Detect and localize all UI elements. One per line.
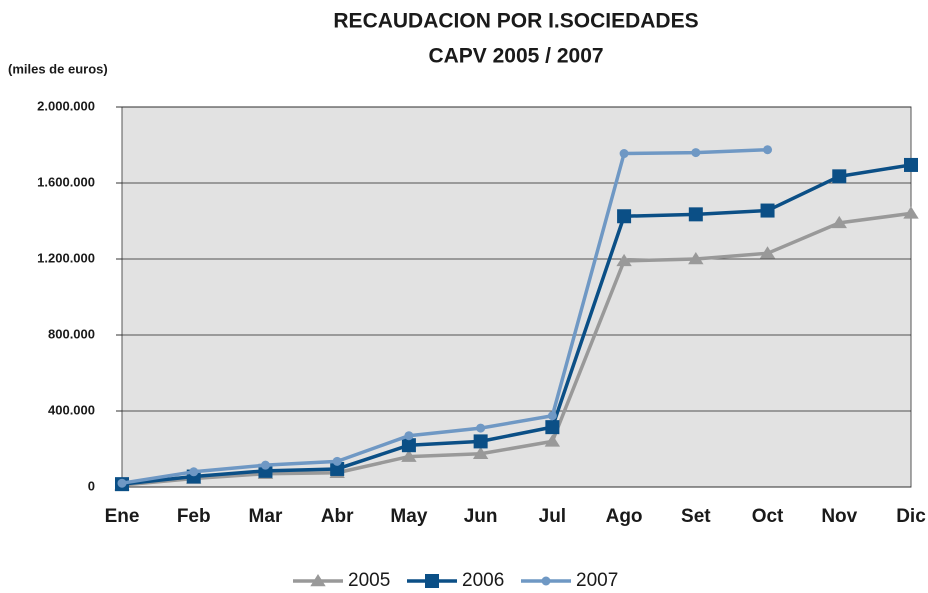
legend-label: 2007 <box>576 570 618 591</box>
data-point <box>763 145 773 155</box>
data-point <box>619 149 629 159</box>
data-point <box>476 423 486 433</box>
series-line <box>121 148 768 485</box>
y-tick-label: 1.600.000 <box>37 174 95 189</box>
data-point <box>759 246 776 259</box>
data-point <box>330 461 345 476</box>
data-point <box>472 446 489 459</box>
x-tick-label: Jun <box>464 506 498 527</box>
data-point <box>903 206 919 219</box>
legend-item: 2007 <box>521 570 618 591</box>
x-tick-label: Feb <box>177 506 211 527</box>
x-tick-label: May <box>390 506 427 527</box>
legend-item: 2005 <box>293 570 390 591</box>
data-point <box>547 411 557 421</box>
data-point <box>831 215 847 229</box>
data-point <box>760 203 775 218</box>
y-tick-label: 800.000 <box>48 326 95 341</box>
data-point <box>832 169 847 184</box>
x-tick-label: Nov <box>821 506 857 527</box>
plot-area <box>121 106 912 488</box>
x-tick-label: Mar <box>249 506 283 527</box>
data-point <box>617 209 632 224</box>
data-point <box>688 207 703 222</box>
data-point <box>332 456 342 466</box>
y-tick-label: 400.000 <box>48 402 95 417</box>
data-point <box>616 253 632 267</box>
x-tick-label: Jul <box>539 506 566 527</box>
y-tick-label: 1.200.000 <box>37 250 95 265</box>
data-point <box>904 157 918 172</box>
y-axis-label: (miles de euros) <box>8 61 108 76</box>
series-line <box>121 211 912 487</box>
series-line <box>121 163 912 486</box>
x-tick-label: Dic <box>896 506 926 527</box>
x-tick-label: Ago <box>606 506 643 527</box>
marker <box>310 574 326 587</box>
data-point <box>473 434 488 449</box>
data-point <box>260 460 270 470</box>
marker <box>425 574 439 588</box>
legend-label: 2006 <box>462 570 504 591</box>
data-point <box>545 420 560 435</box>
legend-item: 2006 <box>407 570 504 591</box>
data-point <box>691 148 701 158</box>
chart-subtitle: CAPV 2005 / 2007 <box>428 45 603 68</box>
data-point <box>404 431 414 441</box>
data-point <box>688 252 704 265</box>
x-tick-label: Abr <box>321 506 354 527</box>
data-point <box>189 467 199 477</box>
y-tick-label: 2.000.000 <box>37 98 95 113</box>
marker <box>541 576 551 586</box>
data-point <box>401 438 416 453</box>
data-point <box>544 434 561 447</box>
data-point <box>117 478 127 488</box>
chart-title: RECAUDACION POR I.SOCIEDADES <box>333 10 698 33</box>
data-point <box>401 449 417 462</box>
x-tick-label: Ene <box>105 506 140 527</box>
y-tick-label: 0 <box>88 478 95 493</box>
legend-label: 2005 <box>348 570 390 591</box>
x-tick-label: Set <box>681 506 711 527</box>
x-tick-label: Oct <box>752 506 784 527</box>
